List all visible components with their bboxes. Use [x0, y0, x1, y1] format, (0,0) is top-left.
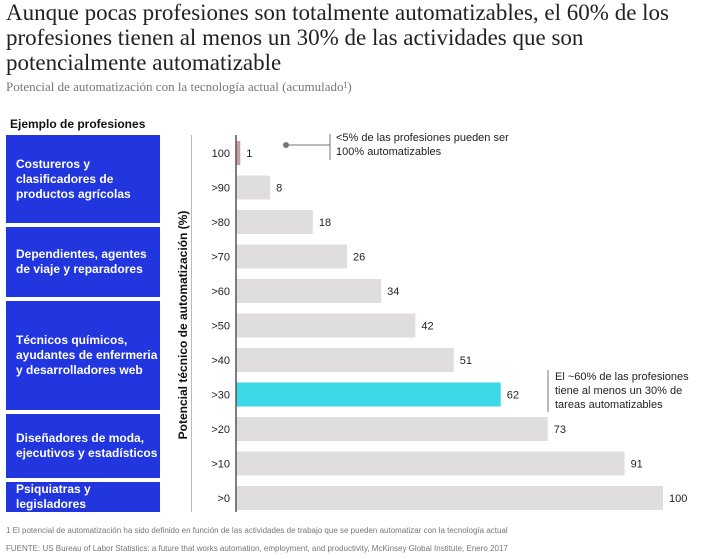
tick-label: >70 — [211, 252, 230, 264]
bar — [236, 175, 271, 200]
tick-label: >40 — [211, 355, 230, 367]
bar — [236, 451, 625, 476]
data-label: 1 — [246, 148, 252, 160]
bar — [236, 313, 416, 338]
bar — [236, 382, 501, 407]
example-box: Psiquiatras y legisladores — [6, 482, 160, 512]
tick-label: >90 — [211, 183, 230, 195]
bar — [236, 279, 382, 303]
data-label: 62 — [507, 390, 519, 402]
data-label: 100 — [669, 493, 687, 505]
divider — [191, 135, 192, 512]
annotation-top: <5% de las profesiones pueden ser 100% a… — [336, 132, 509, 158]
tick-label: >20 — [211, 424, 230, 436]
page-title: Aunque pocas profesiones son totalmente … — [6, 0, 669, 75]
data-label: 73 — [554, 424, 566, 436]
tick-label: >80 — [211, 217, 230, 229]
data-label: 42 — [421, 321, 433, 333]
data-label: 91 — [631, 459, 643, 471]
example-box: Técnicos químicos, ayudantes de enfermer… — [6, 301, 160, 410]
footnote: 1 El potencial de automatización ha sido… — [6, 526, 508, 535]
tick-label: >0 — [217, 493, 230, 505]
data-label: 26 — [353, 252, 365, 264]
source: FUENTE: US Bureau of Labor Statistics: a… — [6, 544, 508, 553]
bar — [236, 417, 548, 441]
example-box: Costureros y clasificadores de productos… — [6, 135, 160, 223]
examples-heading: Ejemplo de profesiones — [10, 117, 146, 131]
bar — [236, 244, 348, 269]
tick-label: >30 — [211, 390, 230, 402]
data-label: 18 — [319, 217, 331, 229]
bar — [236, 141, 241, 165]
data-label: 34 — [387, 286, 399, 298]
tick-label: >60 — [211, 286, 230, 298]
bar — [236, 486, 663, 510]
example-box: Diseñadores de moda, ejecutivos y estadí… — [6, 414, 160, 478]
bar — [236, 348, 454, 372]
data-label: 51 — [460, 355, 472, 367]
annotation-highlight: El ~60% de las profesiones tiene al meno… — [555, 371, 689, 411]
tick-label: >50 — [211, 321, 230, 333]
bar — [236, 210, 313, 234]
data-label: 8 — [276, 183, 282, 195]
example-box: Dependientes, agentes de viaje y reparad… — [6, 227, 160, 297]
tick-label: 100 — [212, 148, 230, 160]
subtitle: Potencial de automatización con la tecno… — [6, 79, 352, 94]
tick-label: >10 — [211, 459, 230, 471]
